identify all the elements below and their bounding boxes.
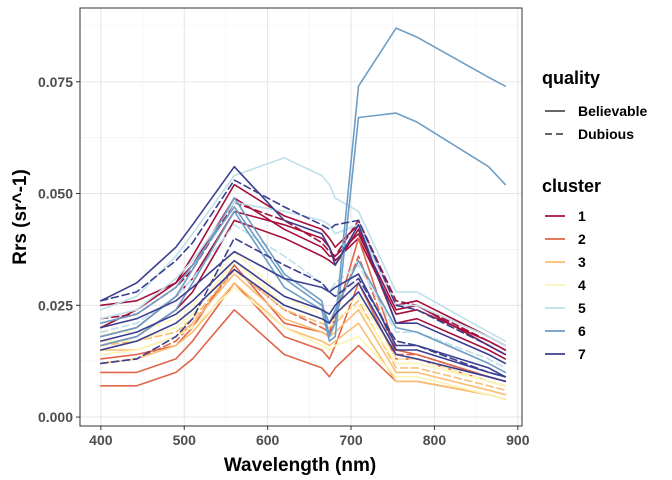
series-line-cluster-6 xyxy=(100,27,507,338)
legend-label-cluster: 6 xyxy=(578,323,586,339)
series-line-cluster-7 xyxy=(100,259,507,378)
plot-border xyxy=(79,7,523,427)
series-line-cluster-6 xyxy=(100,112,507,347)
legend-label-cluster: 2 xyxy=(578,231,586,247)
series-line-cluster-5 xyxy=(100,201,507,347)
x-axis-title: Wavelength (nm) xyxy=(224,455,376,476)
series-line-cluster-3 xyxy=(100,282,507,401)
legend-label-quality: Believable xyxy=(578,103,647,119)
y-tick-label: 0.000 xyxy=(38,409,73,425)
grid-major xyxy=(80,8,522,426)
x-tick-label: 800 xyxy=(423,432,447,448)
legend-title-cluster: cluster xyxy=(542,176,601,196)
legend-label-cluster: 1 xyxy=(578,208,586,224)
y-tick-label: 0.050 xyxy=(38,186,73,202)
y-axis-title: Rrs (sr^-1) xyxy=(10,169,31,265)
x-tick-label: 600 xyxy=(256,432,280,448)
x-tick-label: 900 xyxy=(506,432,530,448)
x-tick-label: 500 xyxy=(173,432,197,448)
series-line-cluster-7 xyxy=(100,179,507,356)
legend-label-cluster: 7 xyxy=(578,346,586,362)
series-line-cluster-4 xyxy=(100,286,507,401)
legend-title-quality: quality xyxy=(542,68,600,88)
series-layer xyxy=(100,27,507,401)
y-tick-label: 0.025 xyxy=(38,297,73,313)
y-axis-ticks: 0.000 0.025 0.050 0.075 xyxy=(38,74,80,425)
series-line-cluster-6 xyxy=(100,206,507,374)
legend: quality Believable Dubious cluster 1 2 3 4 5 6 7 xyxy=(542,68,647,362)
y-tick-label: 0.075 xyxy=(38,74,73,90)
series-line-cluster-7 xyxy=(100,165,507,365)
legend-label-cluster: 4 xyxy=(578,277,586,293)
series-line-cluster-7 xyxy=(100,268,507,383)
x-tick-label: 400 xyxy=(89,432,113,448)
series-line-cluster-7 xyxy=(100,237,507,378)
x-axis-ticks: 400 500 600 700 800 900 xyxy=(89,426,530,448)
series-line-cluster-1 xyxy=(100,183,507,347)
legend-label-quality: Dubious xyxy=(578,126,634,142)
legend-label-cluster: 5 xyxy=(578,300,586,316)
legend-label-cluster: 3 xyxy=(578,254,586,270)
plot-panel xyxy=(80,8,522,426)
series-line-cluster-5 xyxy=(100,157,507,342)
series-line-cluster-2 xyxy=(100,255,507,383)
x-tick-label: 700 xyxy=(339,432,363,448)
